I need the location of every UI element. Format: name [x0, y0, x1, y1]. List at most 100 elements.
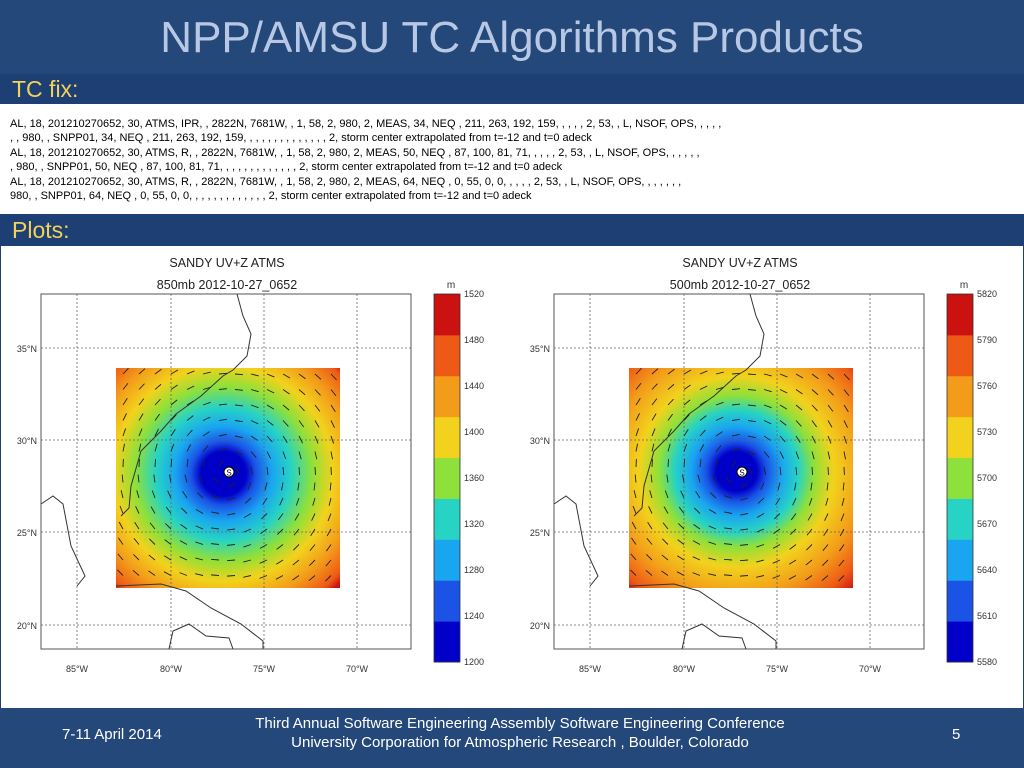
wind-barb	[789, 528, 797, 535]
wind-barb	[330, 373, 337, 381]
colorbar-segment	[947, 539, 973, 581]
wind-barb	[309, 544, 316, 551]
wind-barb	[243, 559, 252, 563]
wind-barb	[195, 541, 204, 545]
wind-barb	[699, 400, 708, 406]
colorbar-tick-label: 1280	[464, 565, 484, 575]
wind-barb	[328, 497, 332, 506]
wind-barb	[731, 433, 740, 437]
wind-barb	[677, 539, 685, 545]
wind-barb	[218, 418, 227, 421]
wind-barb	[195, 573, 204, 576]
wind-barb	[202, 401, 211, 406]
wind-barb	[212, 477, 220, 483]
wind-barb	[747, 373, 757, 376]
wind-barb	[697, 474, 701, 483]
wind-barb	[731, 388, 741, 390]
wind-barb	[824, 513, 829, 521]
wind-barb	[692, 556, 701, 561]
wind-barb	[631, 537, 637, 545]
page-number: 5	[952, 726, 961, 743]
wind-barb	[667, 428, 672, 437]
wind-barb	[133, 554, 140, 561]
wind-barb	[122, 367, 129, 375]
wind-barb	[843, 435, 848, 444]
wind-barb	[795, 451, 800, 460]
wind-barb	[279, 497, 284, 506]
wind-barb	[651, 398, 658, 406]
colorbar-segment	[947, 294, 973, 336]
wind-barb	[327, 513, 332, 522]
lon-tick-label: 80°W	[160, 664, 183, 674]
wind-barb	[810, 482, 813, 491]
wind-barb	[763, 404, 772, 409]
wind-barb	[805, 575, 813, 581]
wind-barb	[651, 413, 657, 421]
wind-barb	[234, 389, 244, 391]
colorbar-tick-label: 5700	[977, 473, 997, 483]
wind-barb	[715, 401, 724, 406]
wind-barb	[667, 398, 674, 406]
wind-barb	[154, 398, 161, 406]
wind-barb	[153, 474, 156, 483]
wind-barb	[678, 506, 685, 514]
wind-barb	[651, 368, 659, 375]
wind-barb	[250, 420, 259, 425]
wind-barb	[740, 528, 749, 531]
wind-barb	[740, 497, 749, 501]
wind-barb	[773, 528, 781, 534]
colorbar-tick-label: 1360	[464, 473, 484, 483]
wind-barb	[138, 368, 146, 375]
wind-barb	[731, 403, 740, 406]
wind-barb	[662, 538, 669, 545]
colorbar-segment	[947, 375, 973, 418]
plots-label: Plots:	[12, 217, 70, 243]
wind-barb	[667, 368, 675, 375]
wind-barb	[196, 492, 204, 499]
wind-barb	[731, 448, 740, 452]
wind-barb	[234, 404, 243, 407]
wind-barb	[121, 474, 124, 483]
wind-barb	[122, 398, 128, 406]
footer-conference: Third Annual Software Engineering Assemb…	[200, 714, 840, 752]
wind-barb	[708, 541, 717, 545]
wind-barb	[186, 400, 195, 406]
wind-barb	[170, 369, 179, 375]
wind-barb	[635, 382, 642, 390]
wind-barb	[132, 569, 140, 576]
colorbar-frame	[433, 293, 461, 663]
tc-fix-line: AL, 18, 201210270652, 30, ATMS, IPR, , 2…	[10, 118, 722, 130]
wind-barb	[330, 389, 337, 397]
wind-barb	[250, 404, 259, 409]
wind-barb	[756, 575, 765, 578]
wind-barb	[795, 373, 804, 379]
wind-barb	[683, 458, 686, 468]
colorbar-segment	[434, 498, 460, 540]
wind-barb	[811, 404, 818, 412]
wind-barb	[756, 528, 765, 533]
wind-barb	[631, 521, 637, 530]
wind-barb	[646, 538, 653, 545]
wind-barb	[805, 559, 813, 566]
wind-barb	[842, 482, 845, 491]
wind-barb	[266, 389, 275, 394]
wind-barb	[136, 490, 140, 499]
tc-fix-line: 980, , SNPP01, 64, NEQ , 0, 55, 0, 0, , …	[10, 190, 532, 202]
wind-barb	[777, 482, 781, 491]
wind-barb	[648, 506, 653, 514]
colorbar-tick-label: 1520	[464, 289, 484, 299]
wind-barb	[843, 373, 850, 381]
wind-barb	[202, 445, 209, 452]
wind-barb	[693, 524, 701, 530]
wind-barb	[243, 575, 252, 578]
wind-barb	[775, 497, 781, 505]
tc-fix-label: TC fix:	[12, 76, 79, 102]
wind-barb	[715, 459, 719, 468]
lon-tick-label: 75°W	[766, 664, 789, 674]
colorbar-segment	[947, 621, 973, 663]
wind-barb	[234, 435, 243, 439]
geopotential-field	[629, 368, 853, 588]
wind-barb	[724, 511, 733, 514]
footer-date: 7-11 April 2014	[62, 726, 162, 743]
tc-fix-text: AL, 18, 201210270652, 30, ATMS, IPR, , 2…	[0, 104, 1024, 213]
